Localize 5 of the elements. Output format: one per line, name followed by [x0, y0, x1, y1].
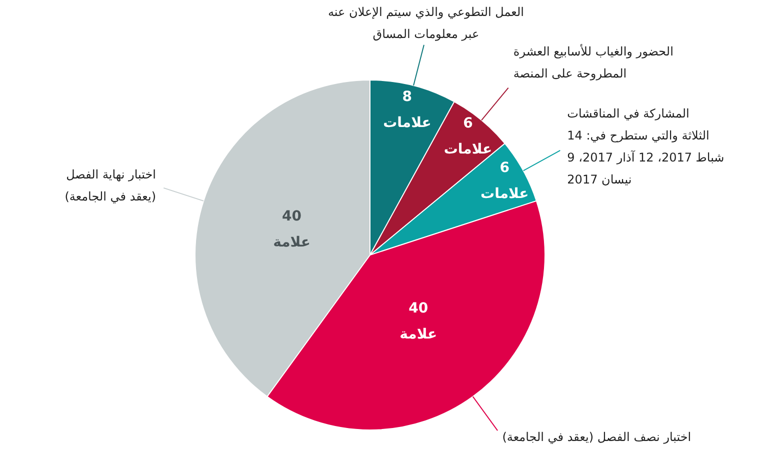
slice-label: اختبار نهاية الفصل (يعقد في الجامعة) [64, 167, 156, 204]
slice-label: المشاركة في المناقشات الثلاثة والتي ستطرح في: 14 شباط 2017، 12 آذار 2017، 9 نيسان 2017 [567, 106, 724, 187]
slice-label: العمل التطوعي والذي سيتم الإعلان عنه عبر معلومات المساق [328, 5, 524, 41]
slice-label: الحضور والغياب للأسابيع العشرة المطروحة على المنصة [513, 44, 674, 81]
slice-label: اختبار نصف الفصل (يعقد في الجامعة) [502, 430, 692, 444]
